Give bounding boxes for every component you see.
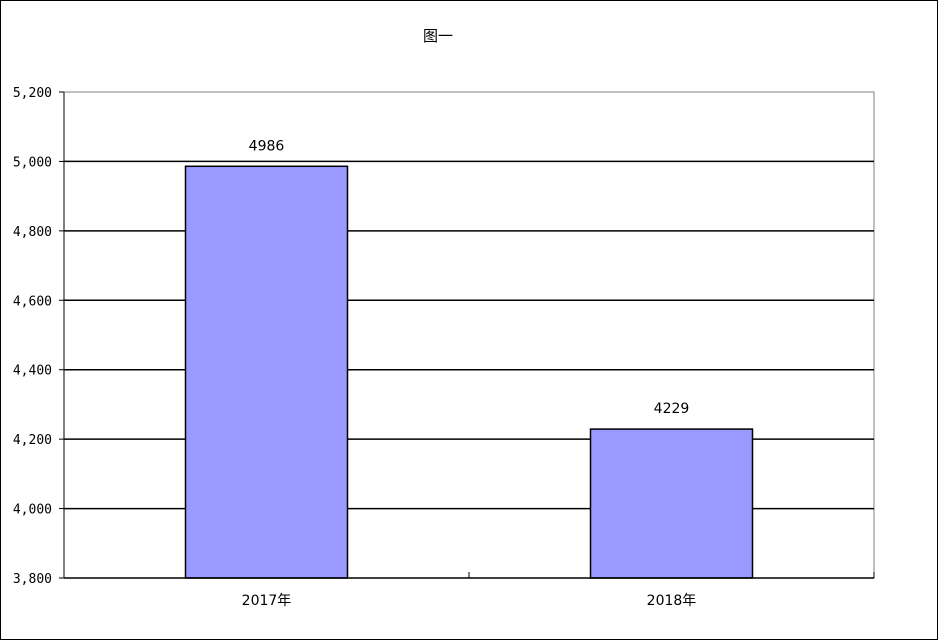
chart-title: 图一 bbox=[423, 27, 453, 45]
bars bbox=[184, 165, 754, 579]
axes bbox=[59, 91, 875, 579]
y-tick-label: 4,600 bbox=[13, 294, 52, 309]
x-tick-label: 2017年 bbox=[242, 593, 292, 609]
labels: 3,800 4,000 4,200 4,400 4,600 4,800 5,000 5,200… bbox=[13, 86, 696, 609]
y-tick-label: 4,000 bbox=[13, 503, 52, 518]
bar bbox=[589, 428, 754, 579]
y-tick-label: 5,200 bbox=[13, 86, 52, 101]
bar bbox=[184, 165, 349, 579]
data-label: 4986 bbox=[249, 138, 285, 154]
y-tick-label: 5,000 bbox=[13, 155, 52, 170]
y-tick-label: 4,800 bbox=[13, 225, 52, 240]
y-tick-label: 4,400 bbox=[13, 364, 52, 379]
y-tick-label: 4,200 bbox=[13, 433, 52, 448]
x-tick-label: 2018年 bbox=[647, 593, 697, 609]
y-tick-label: 3,800 bbox=[13, 572, 52, 587]
data-label: 4229 bbox=[654, 401, 690, 417]
